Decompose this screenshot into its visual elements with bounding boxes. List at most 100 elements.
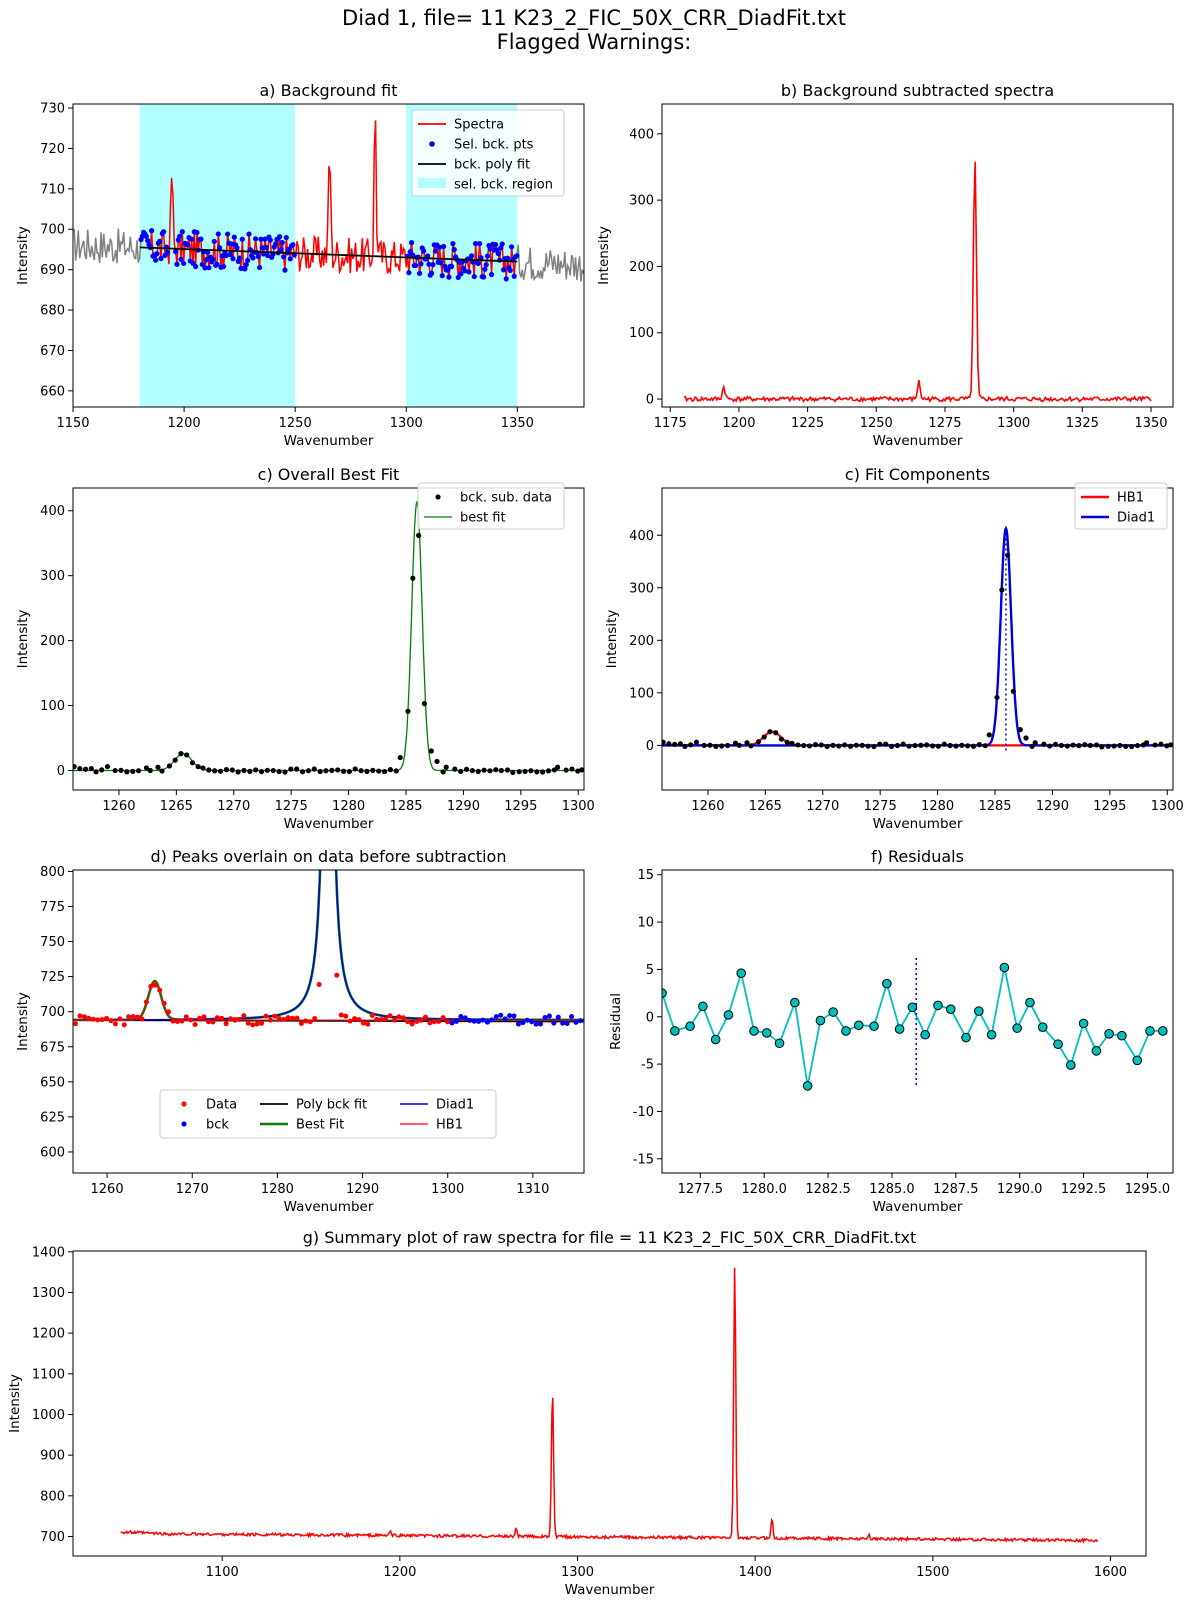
data-point — [883, 741, 889, 747]
data-point — [1105, 743, 1111, 749]
bck-sub-data-point — [481, 767, 487, 773]
residual-point — [723, 1010, 734, 1020]
data-point — [400, 1015, 406, 1021]
data-point — [842, 742, 848, 748]
plot-area-c1 — [73, 500, 584, 776]
data-point — [254, 1021, 260, 1027]
axes-title: c) Fit Components — [845, 465, 990, 484]
sel-bck-point — [181, 260, 187, 267]
data-point — [236, 1017, 242, 1023]
x-tick-label: 1175 — [654, 416, 687, 431]
x-tick-label: 1295.0 — [1125, 1182, 1171, 1197]
x-axis-label: Wavenumber — [284, 1199, 374, 1215]
x-tick-label: 1295 — [504, 799, 537, 814]
data-point — [108, 1018, 114, 1024]
data-point — [818, 742, 824, 748]
data-point — [223, 1021, 229, 1027]
x-tick-label: 1260 — [691, 799, 724, 814]
sel-bck-point — [153, 257, 159, 263]
data-point — [701, 742, 707, 748]
residual-point — [669, 1026, 680, 1036]
x-tick-label: 1350 — [501, 416, 534, 431]
data-point — [117, 1016, 123, 1022]
bck-point — [520, 1020, 526, 1026]
data-point — [784, 739, 790, 745]
data-point — [267, 1017, 273, 1023]
sel-bck-point — [488, 271, 495, 278]
y-tick-label: 675 — [40, 1040, 65, 1055]
bck-sub-data-point — [498, 767, 504, 774]
x-tick-label: 1400 — [739, 1565, 772, 1580]
data-point — [290, 1015, 296, 1021]
plot-area-c2 — [662, 525, 1173, 752]
bck-sub-data-point — [323, 768, 329, 774]
y-axis-label: Intensity — [15, 992, 31, 1051]
x-tick-label: 1500 — [916, 1565, 949, 1580]
data-point — [677, 741, 683, 747]
axes-frame — [72, 1250, 1147, 1557]
raw-spectrum-line — [120, 1267, 1099, 1544]
residual-point — [882, 978, 892, 989]
y-tick-label: 750 — [40, 935, 65, 950]
bck-sub-data-point — [421, 701, 427, 707]
sel-bck-point — [471, 273, 477, 280]
data-point — [214, 1015, 220, 1021]
bck-sub-data-point — [270, 767, 276, 774]
sel-bck-point — [178, 256, 184, 262]
y-tick-label: 800 — [40, 865, 65, 880]
residual-point — [736, 968, 747, 979]
x-tick-label: 1275 — [928, 416, 961, 431]
data-point — [321, 724, 326, 729]
bck-point — [515, 1021, 521, 1027]
x-tick-label: 1260 — [102, 799, 135, 814]
sel-bck-point — [245, 257, 251, 264]
y-tick-label: 800 — [40, 1489, 65, 1504]
bck-sub-data-point — [569, 766, 575, 772]
sel-bck-point — [225, 231, 231, 237]
data-point — [294, 1015, 300, 1021]
data-point — [994, 694, 1000, 701]
y-tick-label: 1200 — [32, 1327, 65, 1342]
data-point — [272, 1013, 278, 1019]
data-point — [250, 1022, 256, 1028]
residual-point — [853, 1020, 864, 1031]
sel-bck-point — [455, 274, 461, 281]
axes-title: b) Background subtracted spectra — [781, 81, 1054, 100]
sel-bck-point — [189, 236, 195, 242]
legend-label-fit: best fit — [460, 511, 506, 526]
data-point — [773, 730, 779, 736]
figure-title-line2: Flagged Warnings: — [496, 30, 692, 54]
x-tick-label: 1280 — [332, 799, 365, 814]
bck-sub-data-point — [487, 768, 493, 774]
y-tick-label: 100 — [40, 699, 65, 714]
residual-point — [920, 1029, 930, 1040]
bck-sub-data-point — [458, 768, 464, 774]
data-point — [365, 1021, 371, 1027]
bck-sub-data-point — [147, 767, 153, 774]
bck-point — [529, 1019, 535, 1025]
poly-bck-fit-line — [73, 1019, 584, 1023]
bck-sub-data-point — [340, 768, 347, 774]
y-tick-label: 700 — [40, 1530, 65, 1545]
y-tick-label: -10 — [633, 1105, 654, 1120]
sel-bck-point — [257, 264, 263, 271]
data-point — [986, 732, 992, 738]
bck-sub-data-point — [545, 768, 552, 774]
data-point — [188, 1017, 194, 1023]
bck-point — [507, 1013, 513, 1019]
bck-sub-data-point — [195, 764, 201, 770]
hb1-line — [73, 980, 584, 1021]
bck-sub-data-point — [469, 768, 475, 774]
data-point — [338, 1012, 344, 1018]
residual-point — [698, 1001, 708, 1012]
legend-label-fit: bck. poly fit — [454, 158, 530, 173]
residual-point — [1157, 1026, 1168, 1036]
y-tick-label: 1400 — [32, 1245, 65, 1260]
data-point — [1152, 742, 1158, 748]
sel-bck-point — [158, 255, 164, 262]
data-point — [241, 1013, 247, 1019]
bck-sub-data-point — [346, 768, 352, 775]
x-tick-label: 1285 — [978, 799, 1011, 814]
data-point — [918, 742, 924, 748]
legend-label-diad1: Diad1 — [1117, 511, 1155, 526]
